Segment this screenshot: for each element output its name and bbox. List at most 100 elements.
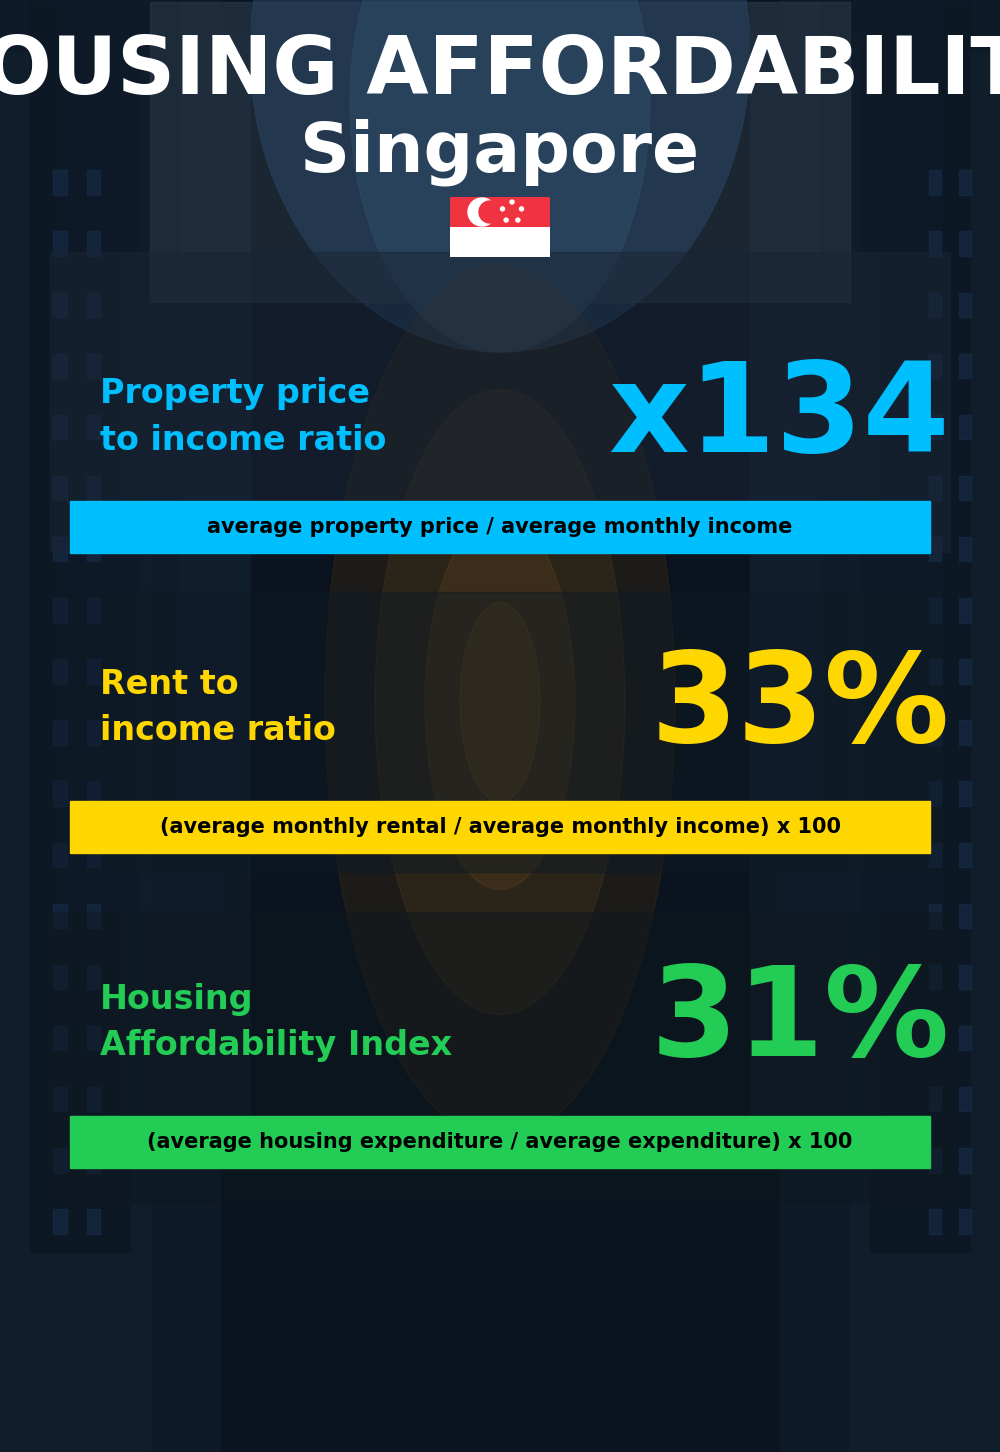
Bar bbox=[959, 598, 971, 623]
Bar bbox=[53, 964, 67, 989]
Bar bbox=[50, 592, 950, 873]
Text: Rent to
income ratio: Rent to income ratio bbox=[100, 668, 336, 746]
Bar bbox=[780, 0, 1000, 1452]
Bar bbox=[53, 1149, 67, 1173]
Bar bbox=[53, 476, 67, 501]
Bar bbox=[180, 1, 250, 852]
Bar bbox=[53, 537, 67, 562]
Bar bbox=[53, 170, 67, 195]
Bar bbox=[870, 1, 970, 1252]
Bar bbox=[87, 354, 100, 378]
Bar bbox=[929, 476, 941, 501]
Text: 33%: 33% bbox=[651, 646, 950, 768]
Ellipse shape bbox=[350, 0, 650, 351]
Bar bbox=[87, 598, 100, 623]
Circle shape bbox=[504, 218, 508, 222]
Bar bbox=[929, 292, 941, 317]
Bar bbox=[50, 253, 950, 552]
Bar bbox=[87, 1027, 100, 1050]
Bar bbox=[959, 231, 971, 256]
Ellipse shape bbox=[460, 603, 540, 802]
Bar bbox=[750, 32, 880, 1151]
Bar bbox=[929, 1149, 941, 1173]
Ellipse shape bbox=[425, 514, 575, 890]
Bar bbox=[750, 1, 820, 852]
Bar bbox=[53, 720, 67, 745]
Ellipse shape bbox=[250, 0, 750, 351]
Bar bbox=[929, 659, 941, 684]
Bar bbox=[959, 476, 971, 501]
Bar bbox=[53, 415, 67, 439]
Bar bbox=[929, 1027, 941, 1050]
Bar bbox=[959, 720, 971, 745]
Text: x134: x134 bbox=[608, 357, 950, 478]
Bar bbox=[87, 842, 100, 867]
Bar bbox=[87, 964, 100, 989]
Bar bbox=[959, 415, 971, 439]
Bar bbox=[929, 354, 941, 378]
Bar bbox=[0, 52, 150, 1452]
Bar bbox=[959, 1088, 971, 1111]
Bar bbox=[929, 781, 941, 806]
Bar bbox=[929, 842, 941, 867]
Bar bbox=[959, 1027, 971, 1050]
Circle shape bbox=[516, 218, 520, 222]
Bar bbox=[53, 1210, 67, 1234]
Bar bbox=[959, 292, 971, 317]
Bar bbox=[87, 537, 100, 562]
Bar bbox=[70, 1117, 930, 1167]
Bar bbox=[959, 903, 971, 928]
Bar bbox=[850, 52, 1000, 1452]
Bar bbox=[53, 1088, 67, 1111]
Bar bbox=[60, 1, 140, 953]
Circle shape bbox=[479, 200, 501, 224]
Circle shape bbox=[468, 197, 496, 227]
Bar bbox=[959, 1149, 971, 1173]
Bar bbox=[87, 231, 100, 256]
Bar bbox=[860, 1, 940, 953]
Circle shape bbox=[520, 206, 524, 211]
Bar bbox=[53, 659, 67, 684]
Bar bbox=[959, 781, 971, 806]
Bar bbox=[959, 170, 971, 195]
Bar bbox=[87, 1088, 100, 1111]
Bar bbox=[929, 964, 941, 989]
Bar bbox=[929, 903, 941, 928]
Bar bbox=[450, 197, 550, 227]
Bar bbox=[150, 1, 850, 302]
Bar bbox=[959, 1210, 971, 1234]
Bar bbox=[959, 354, 971, 378]
Bar bbox=[53, 292, 67, 317]
Bar bbox=[53, 231, 67, 256]
Bar bbox=[53, 354, 67, 378]
Bar bbox=[30, 1, 130, 1252]
Text: HOUSING AFFORDABILITY: HOUSING AFFORDABILITY bbox=[0, 33, 1000, 110]
Bar bbox=[450, 227, 550, 257]
Bar bbox=[87, 903, 100, 928]
Bar bbox=[53, 903, 67, 928]
Bar bbox=[959, 964, 971, 989]
Bar bbox=[70, 501, 930, 553]
Bar bbox=[929, 231, 941, 256]
Ellipse shape bbox=[375, 389, 625, 1015]
Bar bbox=[87, 476, 100, 501]
Bar bbox=[70, 802, 930, 852]
Text: average property price / average monthly income: average property price / average monthly… bbox=[207, 517, 793, 537]
Bar bbox=[929, 720, 941, 745]
Text: Singapore: Singapore bbox=[300, 118, 700, 186]
Bar bbox=[959, 537, 971, 562]
Bar bbox=[53, 1027, 67, 1050]
Circle shape bbox=[510, 200, 514, 203]
Bar bbox=[120, 32, 250, 1151]
Circle shape bbox=[500, 206, 504, 211]
Ellipse shape bbox=[325, 264, 675, 1140]
Bar bbox=[929, 1088, 941, 1111]
Bar bbox=[53, 781, 67, 806]
Bar bbox=[53, 842, 67, 867]
Bar bbox=[929, 415, 941, 439]
Bar bbox=[959, 842, 971, 867]
Bar bbox=[929, 598, 941, 623]
Bar bbox=[929, 1210, 941, 1234]
Text: 31%: 31% bbox=[651, 961, 950, 1083]
Bar bbox=[929, 537, 941, 562]
